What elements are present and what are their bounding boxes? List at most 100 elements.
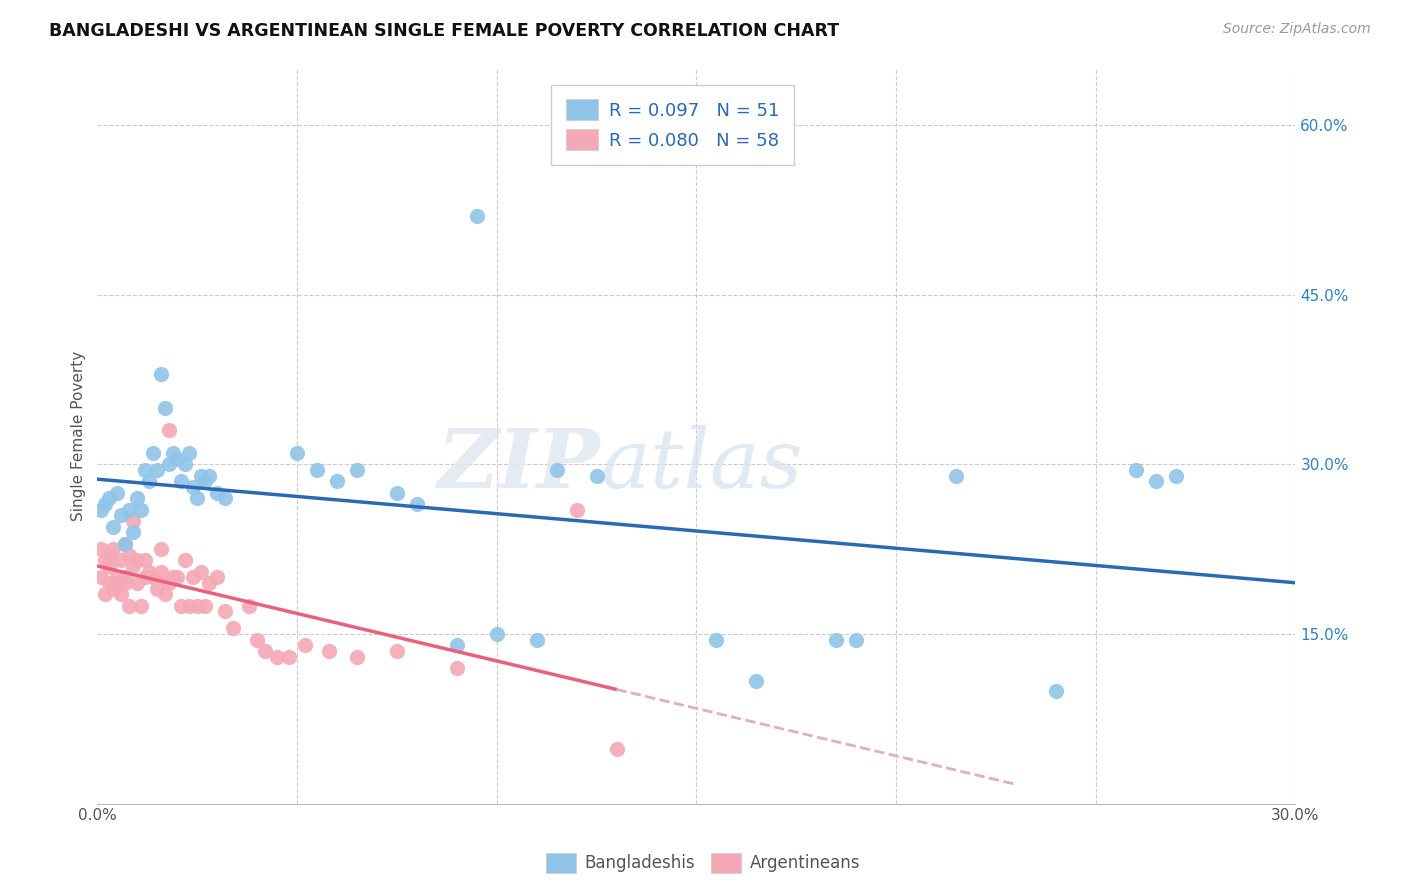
Point (118, 548, 141, 562)
Point (385, 485, 408, 500)
Point (105, 485, 128, 500)
Point (103, 542, 125, 557)
Point (526, 632, 548, 647)
Point (186, 599, 208, 613)
Point (134, 463, 156, 477)
Point (706, 632, 728, 647)
Point (246, 632, 269, 647)
Point (129, 502, 152, 516)
Point (194, 599, 217, 613)
Point (266, 649, 288, 664)
Point (1164, 468, 1187, 483)
Point (110, 587, 132, 601)
Point (114, 570, 136, 584)
Text: ZIP: ZIP (437, 425, 600, 506)
Point (90, 570, 112, 584)
Point (94, 553, 117, 567)
Point (278, 649, 301, 664)
Point (238, 599, 260, 613)
Point (105, 570, 128, 584)
Y-axis label: Single Female Poverty: Single Female Poverty (72, 351, 86, 521)
Point (150, 542, 173, 557)
Point (98, 576, 121, 591)
Point (174, 458, 197, 472)
Point (146, 582, 169, 596)
Point (179, 599, 201, 613)
Legend: R = 0.097   N = 51, R = 0.080   N = 58: R = 0.097 N = 51, R = 0.080 N = 58 (551, 85, 794, 164)
Point (162, 446, 184, 460)
Point (110, 553, 132, 567)
Point (305, 463, 328, 477)
Point (179, 446, 201, 460)
Point (155, 587, 177, 601)
Point (162, 570, 184, 584)
Point (122, 525, 145, 540)
Legend: Bangladeshis, Argentineans: Bangladeshis, Argentineans (538, 847, 868, 880)
Point (138, 565, 160, 579)
Point (90, 502, 112, 516)
Point (94, 497, 117, 511)
Point (103, 519, 125, 533)
Point (122, 514, 145, 528)
Point (385, 644, 408, 658)
Point (170, 475, 193, 489)
Point (110, 508, 132, 523)
Point (98, 548, 121, 562)
Point (294, 638, 316, 652)
Point (214, 491, 236, 506)
Point (157, 458, 180, 472)
Point (127, 576, 149, 591)
Point (606, 742, 628, 756)
Point (166, 451, 188, 466)
Point (150, 565, 173, 579)
Point (346, 649, 368, 664)
Point (118, 599, 141, 613)
Point (134, 570, 156, 584)
Point (157, 576, 180, 591)
Point (174, 553, 197, 567)
Point (205, 570, 228, 584)
Point (127, 491, 149, 506)
Point (170, 599, 193, 613)
Point (825, 632, 848, 647)
Point (485, 627, 508, 641)
Point (98, 491, 121, 506)
Point (546, 463, 568, 477)
Point (122, 559, 145, 574)
Text: atlas: atlas (600, 425, 803, 506)
Point (1125, 463, 1147, 477)
Point (186, 491, 208, 506)
Point (465, 209, 488, 223)
Point (254, 644, 277, 658)
Point (446, 661, 468, 675)
Text: Source: ZipAtlas.com: Source: ZipAtlas.com (1223, 22, 1371, 37)
Point (181, 570, 204, 584)
Point (146, 463, 169, 477)
Text: BANGLADESHI VS ARGENTINEAN SINGLE FEMALE POVERTY CORRELATION CHART: BANGLADESHI VS ARGENTINEAN SINGLE FEMALE… (49, 22, 839, 40)
Point (405, 497, 427, 511)
Point (446, 638, 468, 652)
Point (190, 468, 212, 483)
Point (1045, 683, 1067, 698)
Point (190, 565, 212, 579)
Point (845, 632, 868, 647)
Point (166, 570, 188, 584)
Point (114, 576, 136, 591)
Point (326, 475, 349, 489)
Point (118, 502, 141, 516)
Point (105, 576, 128, 591)
Point (90, 542, 112, 557)
Point (198, 468, 221, 483)
Point (134, 553, 156, 567)
Point (198, 576, 221, 591)
Point (142, 570, 165, 584)
Point (205, 485, 228, 500)
Point (585, 468, 607, 483)
Point (214, 604, 236, 618)
Point (194, 475, 217, 489)
Point (745, 674, 768, 689)
Point (1144, 475, 1167, 489)
Point (94, 587, 117, 601)
Point (150, 367, 173, 381)
Point (346, 463, 368, 477)
